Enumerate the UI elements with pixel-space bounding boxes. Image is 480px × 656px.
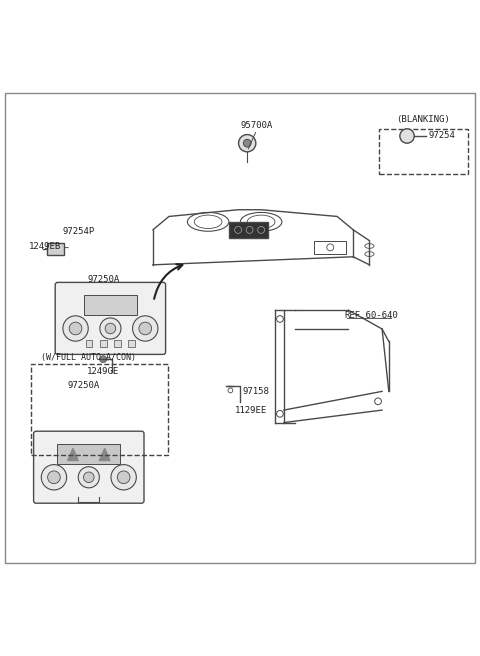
Circle shape	[239, 134, 256, 152]
Text: (BLANKING): (BLANKING)	[396, 115, 450, 124]
Bar	[47, 243, 64, 255]
Circle shape	[111, 464, 136, 490]
Circle shape	[132, 316, 158, 341]
Text: 97250A: 97250A	[87, 275, 120, 284]
FancyBboxPatch shape	[34, 431, 144, 503]
Text: (W/FULL AUTO A/CON): (W/FULL AUTO A/CON)	[41, 354, 136, 362]
Text: 97254P: 97254P	[62, 228, 95, 237]
Circle shape	[48, 471, 60, 483]
FancyBboxPatch shape	[55, 282, 166, 354]
Bar	[86, 340, 93, 346]
Circle shape	[117, 471, 130, 483]
Text: 97254: 97254	[429, 131, 456, 140]
Circle shape	[400, 129, 414, 143]
Bar	[84, 295, 137, 315]
Circle shape	[243, 139, 251, 147]
Polygon shape	[68, 449, 78, 461]
Text: 97250A: 97250A	[68, 381, 100, 390]
Circle shape	[41, 464, 67, 490]
Circle shape	[100, 318, 121, 339]
Text: 95700A: 95700A	[240, 121, 273, 131]
Bar	[229, 222, 268, 238]
Circle shape	[63, 316, 88, 341]
Bar	[128, 340, 135, 346]
Circle shape	[69, 322, 82, 335]
Circle shape	[139, 322, 152, 335]
Bar	[57, 443, 120, 464]
Polygon shape	[99, 449, 110, 461]
Text: 1249GE: 1249GE	[87, 367, 120, 377]
Text: 97158: 97158	[242, 387, 269, 396]
Bar	[100, 340, 107, 346]
Text: REF.60-640: REF.60-640	[345, 312, 398, 321]
Circle shape	[78, 466, 99, 488]
Circle shape	[100, 356, 107, 363]
Bar	[314, 241, 347, 254]
Bar	[114, 340, 120, 346]
Circle shape	[105, 323, 116, 334]
Circle shape	[84, 472, 94, 483]
Text: 1249EB: 1249EB	[29, 242, 61, 251]
Text: 1129EE: 1129EE	[235, 406, 267, 415]
